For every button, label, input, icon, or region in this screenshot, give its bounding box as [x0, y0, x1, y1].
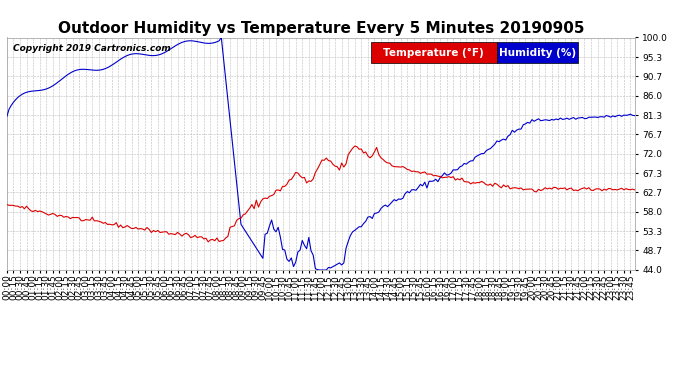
Text: Copyright 2019 Cartronics.com: Copyright 2019 Cartronics.com [13, 45, 171, 54]
FancyBboxPatch shape [371, 42, 497, 63]
Text: Temperature (°F): Temperature (°F) [384, 48, 484, 58]
FancyBboxPatch shape [497, 42, 578, 63]
Title: Outdoor Humidity vs Temperature Every 5 Minutes 20190905: Outdoor Humidity vs Temperature Every 5 … [57, 21, 584, 36]
Text: Humidity (%): Humidity (%) [499, 48, 576, 58]
